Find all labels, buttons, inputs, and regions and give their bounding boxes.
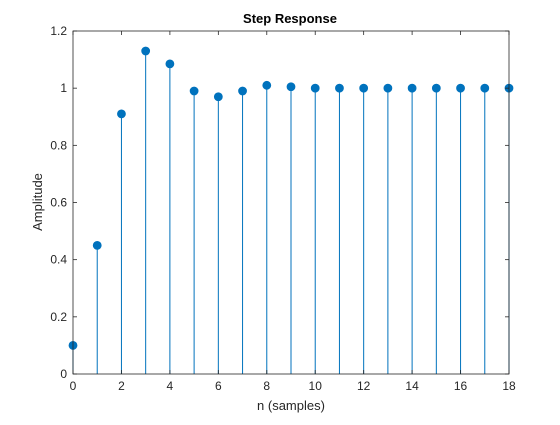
x-axis-label: n (samples) — [257, 398, 325, 413]
stem-marker — [262, 80, 272, 90]
y-axis-label: Amplitude — [30, 173, 45, 231]
stem-marker — [238, 86, 247, 96]
y-tick-label: 0.8 — [50, 138, 67, 152]
x-tick-label: 10 — [309, 379, 323, 393]
stem-marker — [407, 83, 417, 93]
stem-marker — [141, 46, 151, 56]
stem-marker — [286, 82, 296, 92]
y-tick-label: 0.2 — [50, 310, 67, 324]
y-tick-label: 0.6 — [50, 196, 67, 210]
x-tick-label: 6 — [215, 379, 222, 393]
chart-title: Step Response — [243, 11, 337, 26]
stem-marker — [117, 109, 126, 119]
x-tick-label: 12 — [357, 379, 371, 393]
x-tick-label: 16 — [454, 379, 468, 393]
x-tick-label: 2 — [118, 379, 125, 393]
y-axis-ticks: 0 0.2 0.4 0.6 0.8 1 1.2 — [50, 24, 509, 381]
stem-marker — [431, 83, 441, 93]
stem-marker — [92, 240, 102, 250]
y-tick-label: 0 — [60, 367, 67, 381]
stem-marker — [310, 83, 320, 93]
stem-marker — [383, 83, 393, 93]
y-tick-label: 1 — [60, 81, 67, 95]
stem-marker — [335, 83, 344, 93]
stem-marker — [213, 92, 223, 102]
x-tick-label: 8 — [263, 379, 270, 393]
x-tick-label: 4 — [167, 379, 174, 393]
stem-marker — [189, 86, 199, 96]
y-tick-label: 1.2 — [50, 24, 67, 38]
x-tick-label: 14 — [405, 379, 419, 393]
stem-marker — [480, 83, 490, 93]
x-tick-label: 0 — [70, 379, 77, 393]
stem-marker — [165, 59, 175, 69]
y-tick-label: 0.4 — [50, 253, 67, 267]
stem-marker — [456, 83, 465, 93]
x-axis-ticks: 0 2 4 6 8 10 12 14 16 18 — [70, 31, 516, 393]
stem-marker — [359, 83, 369, 93]
chart-marks — [68, 46, 514, 374]
x-tick-label: 18 — [502, 379, 516, 393]
